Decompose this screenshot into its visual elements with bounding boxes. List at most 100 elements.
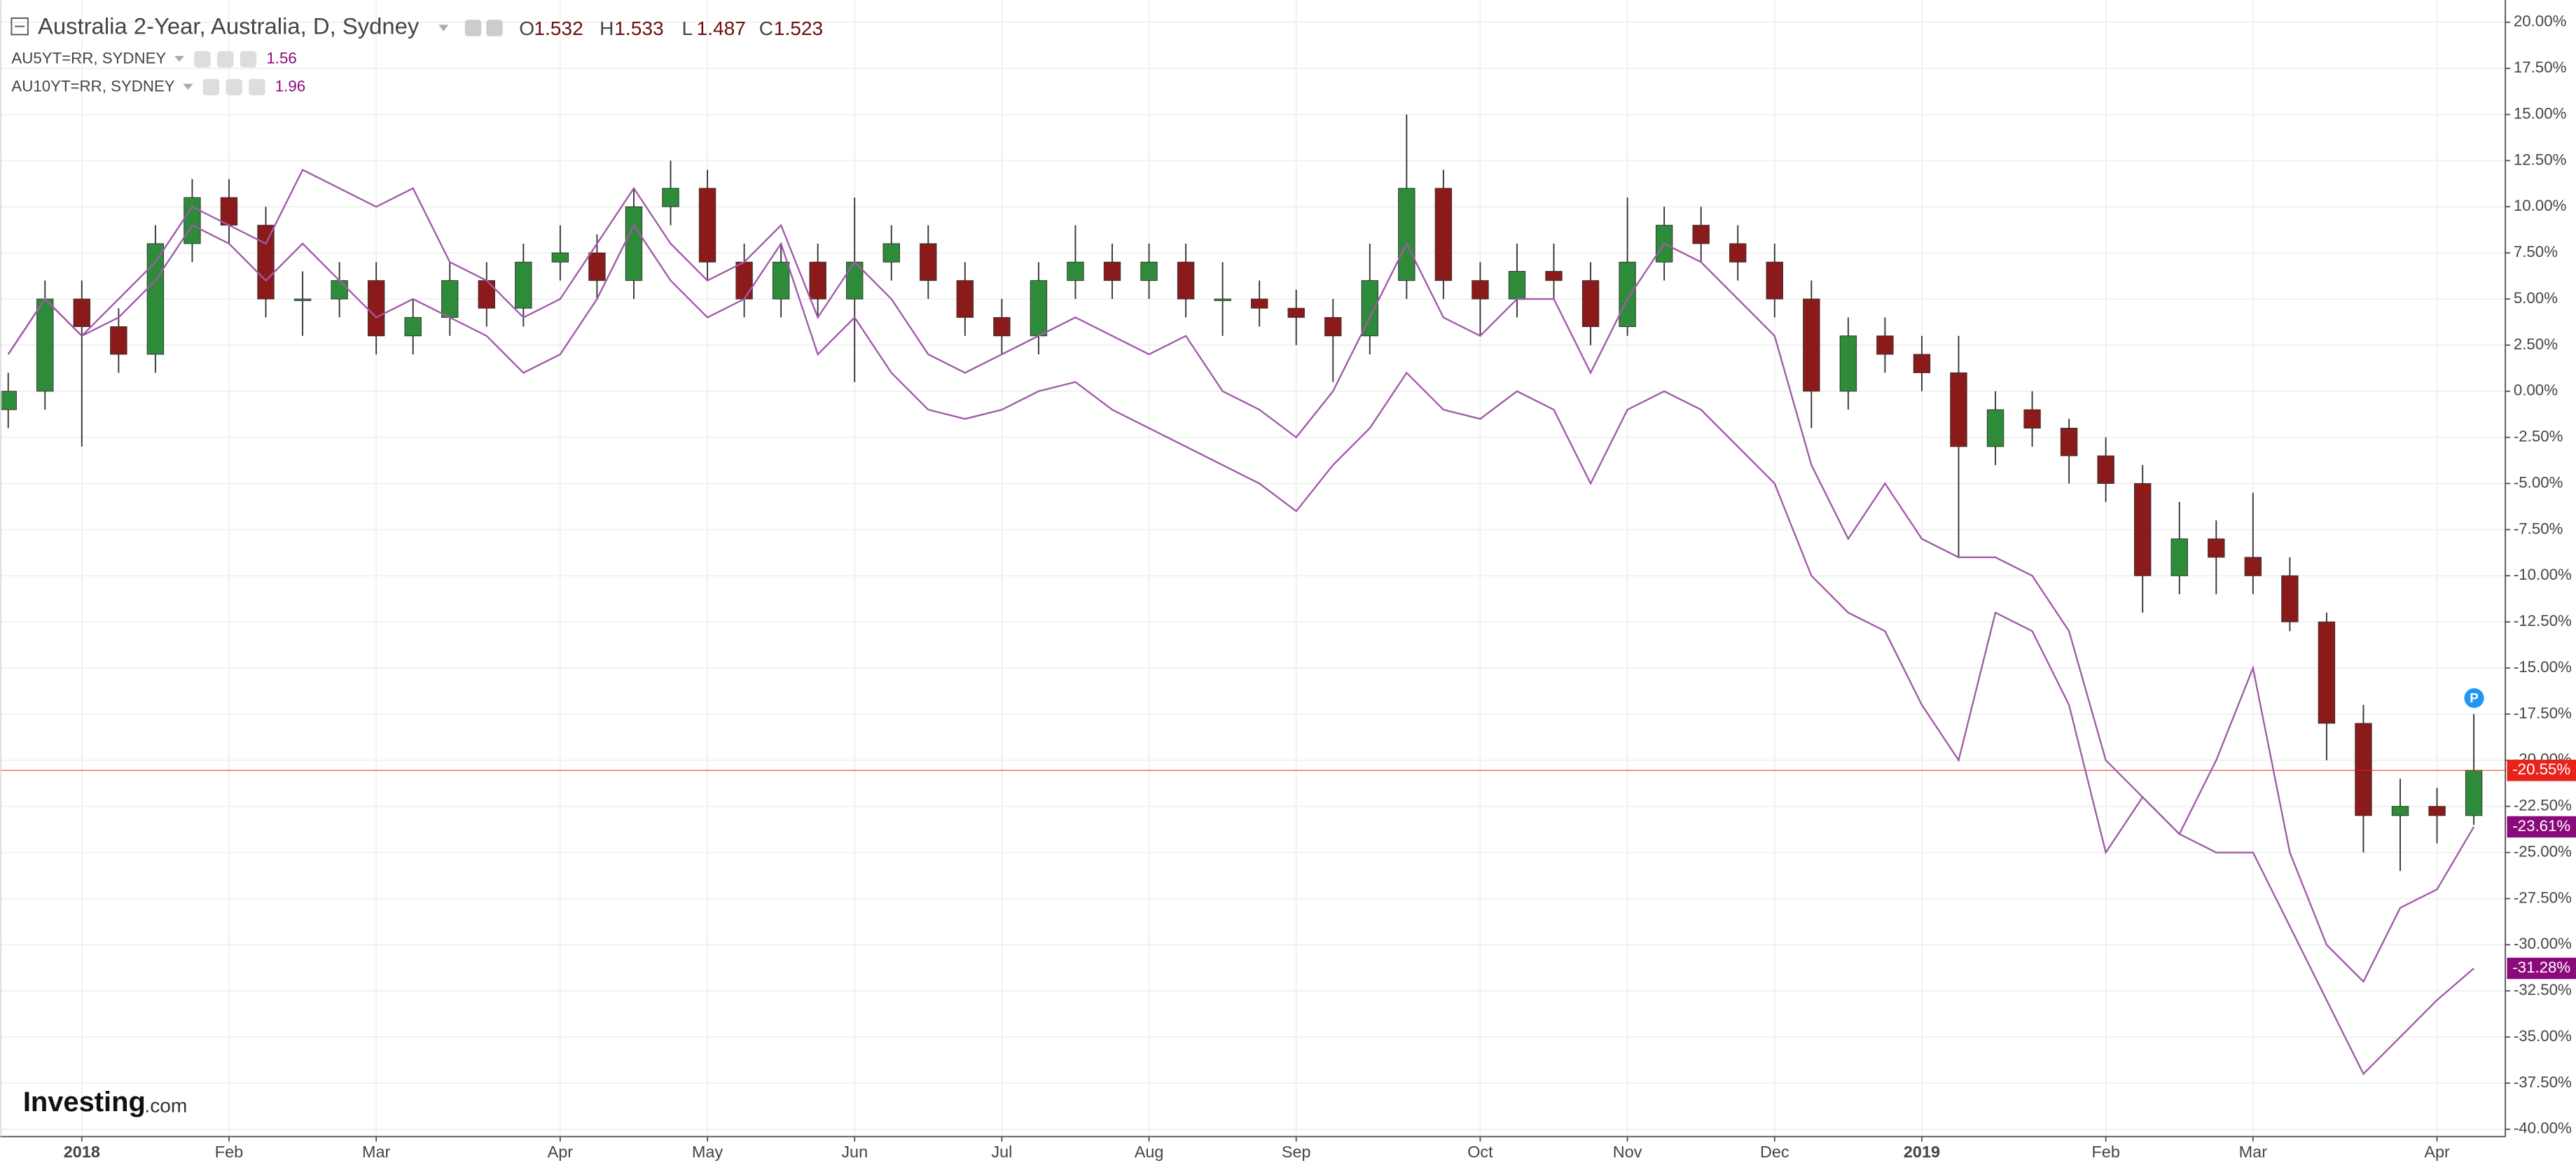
candle-body bbox=[2391, 806, 2409, 816]
dropdown-arrow[interactable] bbox=[438, 25, 449, 32]
candle-body bbox=[1619, 261, 1636, 328]
ohlc-key: O bbox=[519, 18, 534, 39]
price-label: -20.55% bbox=[2512, 760, 2570, 778]
y-tick-label: 17.50% bbox=[2514, 59, 2567, 76]
candle-body bbox=[1839, 335, 1857, 392]
ohlc-value: 1.532 bbox=[534, 18, 583, 39]
candle-body bbox=[478, 280, 495, 309]
price-label: -31.28% bbox=[2512, 959, 2570, 976]
x-tick-label: 2019 bbox=[1904, 1143, 1940, 1161]
ohlc-key: H bbox=[600, 18, 614, 39]
candle-body bbox=[0, 391, 17, 410]
settings-icon[interactable] bbox=[486, 20, 503, 36]
x-tick-label: Jun bbox=[841, 1143, 868, 1161]
x-tick-label: Apr bbox=[548, 1143, 574, 1161]
y-tick-label: 5.00% bbox=[2514, 289, 2558, 307]
marker-label: P bbox=[2470, 690, 2479, 705]
candle-body bbox=[2134, 483, 2152, 576]
legend-value: 1.96 bbox=[275, 77, 305, 95]
candle-body bbox=[1030, 280, 1048, 337]
legend-icon[interactable] bbox=[249, 78, 265, 96]
candle-body bbox=[220, 197, 238, 226]
candle-body bbox=[1508, 271, 1526, 300]
candle-body bbox=[73, 298, 91, 328]
legend-dropdown[interactable] bbox=[174, 55, 185, 62]
watermark-suffix: .com bbox=[144, 1095, 187, 1117]
x-tick-label: Feb bbox=[215, 1143, 243, 1161]
plot bbox=[0, 114, 2506, 1075]
legend-icon[interactable] bbox=[240, 50, 257, 68]
candle-body bbox=[625, 206, 643, 281]
candle-body bbox=[1361, 280, 1379, 337]
candle-body bbox=[404, 316, 422, 337]
candle-body bbox=[1876, 335, 1894, 355]
y-tick-label: 2.50% bbox=[2514, 335, 2558, 353]
candle-body bbox=[2097, 455, 2114, 484]
legend-label: AU5YT=RR, SYDNEY bbox=[11, 49, 166, 67]
candle-body bbox=[698, 188, 716, 263]
candle-body bbox=[2281, 575, 2299, 622]
price-label-bg bbox=[2507, 957, 2576, 980]
legend-icon[interactable] bbox=[226, 78, 242, 96]
candle-body bbox=[2170, 538, 2188, 576]
legend-value: 1.56 bbox=[266, 49, 296, 67]
legend-icon[interactable] bbox=[217, 50, 234, 68]
candle-body bbox=[920, 243, 937, 281]
candle-body bbox=[110, 326, 127, 355]
candle-body bbox=[2428, 806, 2446, 816]
y-tick-label: 12.50% bbox=[2514, 151, 2567, 168]
legend-icon[interactable] bbox=[202, 78, 220, 96]
y-tick-label: -27.50% bbox=[2514, 889, 2572, 906]
marker-icon[interactable] bbox=[2464, 688, 2484, 709]
candle-body bbox=[515, 261, 532, 309]
candle-body bbox=[1950, 372, 1967, 447]
candle-body bbox=[1692, 225, 1710, 244]
x-tick-label: Dec bbox=[1760, 1143, 1789, 1161]
y-tick-label: -30.00% bbox=[2514, 935, 2572, 952]
legend-dropdown[interactable] bbox=[183, 83, 193, 90]
candle-body bbox=[1398, 188, 1415, 281]
y-tick-label: 7.50% bbox=[2514, 243, 2558, 260]
candle-body bbox=[257, 225, 275, 300]
candle-body bbox=[588, 252, 606, 281]
y-tick-label: 10.00% bbox=[2514, 197, 2567, 214]
y-tick-label: -17.50% bbox=[2514, 704, 2572, 722]
ohlc-value: 1.487 bbox=[697, 18, 746, 39]
y-tick-label: -25.00% bbox=[2514, 842, 2572, 860]
line-series bbox=[7, 168, 2475, 983]
candle-body bbox=[551, 252, 569, 263]
ohlc-key: C bbox=[759, 18, 773, 39]
candle-body bbox=[331, 280, 348, 300]
collapse-icon[interactable] bbox=[11, 17, 29, 36]
candle-body bbox=[1140, 261, 1158, 281]
candle-body bbox=[183, 197, 201, 244]
settings-icon[interactable] bbox=[464, 20, 482, 36]
legend: AU5YT=RR, SYDNEY 1.56 AU10YT=RR, SYDNEY 1.9… bbox=[11, 49, 305, 96]
candle-body bbox=[735, 261, 753, 300]
x-tick-label: Nov bbox=[1613, 1143, 1642, 1161]
line-series bbox=[7, 223, 2474, 1075]
price-label: -23.61% bbox=[2512, 817, 2570, 835]
ohlc-values: O 1.532 H 1.533 L 1.487 C 1.523 bbox=[519, 18, 823, 39]
candle-body bbox=[1434, 188, 1453, 281]
y-tick-label: 15.00% bbox=[2514, 104, 2567, 122]
candle-body bbox=[993, 316, 1011, 337]
y-tick-label: 20.00% bbox=[2514, 13, 2567, 30]
candle-body bbox=[1324, 316, 1342, 337]
x-tick-label: Aug bbox=[1135, 1143, 1164, 1161]
y-tick-label: -15.00% bbox=[2514, 658, 2572, 676]
x-tick-label: Apr bbox=[2424, 1143, 2450, 1161]
y-tick-label: -10.00% bbox=[2514, 566, 2572, 583]
grid bbox=[0, 0, 2506, 1137]
y-tick-label: -32.50% bbox=[2514, 981, 2572, 998]
legend-icon[interactable] bbox=[194, 50, 211, 68]
legend-label: AU10YT=RR, SYDNEY bbox=[11, 77, 174, 95]
candle-body bbox=[1471, 280, 1489, 300]
y-tick-label: 0.00% bbox=[2514, 382, 2558, 399]
x-tick-label: Oct bbox=[1467, 1143, 1493, 1161]
candle-body bbox=[1913, 354, 1931, 373]
y-tick-label: -2.50% bbox=[2514, 428, 2563, 445]
candle-body bbox=[2208, 538, 2225, 558]
